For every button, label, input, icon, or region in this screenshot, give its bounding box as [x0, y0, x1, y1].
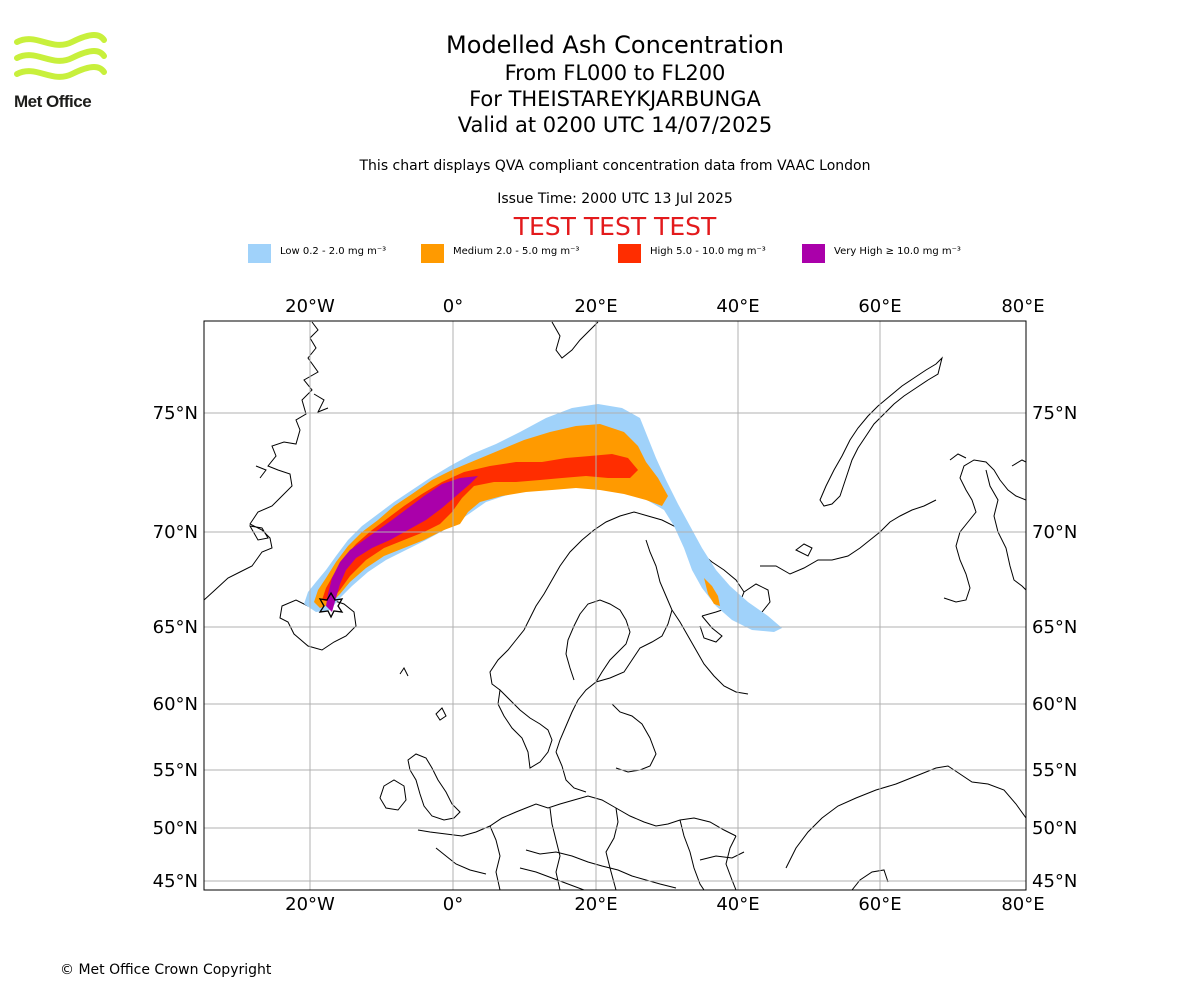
lon-label-80e-top: 80°E	[1001, 296, 1044, 317]
lon-label-60e-bottom: 60°E	[858, 894, 901, 915]
lat-label-60n-right: 60°N	[1032, 694, 1077, 715]
ash-medium-patch	[704, 578, 720, 606]
chart-title: Modelled Ash Concentration	[446, 31, 784, 59]
lat-label-50n-right: 50°N	[1032, 818, 1077, 839]
lat-label-45n-right: 45°N	[1032, 871, 1077, 892]
lat-label-65n-left: 65°N	[153, 617, 198, 638]
lat-label-55n-left: 55°N	[153, 760, 198, 781]
valid-time: Valid at 0200 UTC 14/07/2025	[457, 113, 773, 137]
lat-label-75n-left: 75°N	[153, 403, 198, 424]
lon-label-0-top: 0°	[443, 296, 463, 317]
lon-label-40e-top: 40°E	[716, 296, 759, 317]
legend-swatch-low	[248, 244, 271, 263]
lat-label-45n-left: 45°N	[153, 871, 198, 892]
legend-swatch-medium	[421, 244, 444, 263]
lat-label-70n-left: 70°N	[153, 522, 198, 543]
lat-label-65n-right: 65°N	[1032, 617, 1077, 638]
flight-level-range: From FL000 to FL200	[504, 61, 726, 85]
source-note: This chart displays QVA compliant concen…	[359, 158, 871, 174]
legend-label-medium: Medium 2.0 - 5.0 mg m⁻³	[453, 246, 580, 257]
gridlines	[204, 321, 1026, 890]
legend-label-low: Low 0.2 - 2.0 mg m⁻³	[280, 246, 387, 257]
lat-label-70n-right: 70°N	[1032, 522, 1077, 543]
lat-label-55n-right: 55°N	[1032, 760, 1077, 781]
legend-swatch-very-high	[802, 244, 825, 263]
latitude-labels-left: 75°N 70°N 65°N 60°N 55°N 50°N 45°N	[153, 403, 198, 892]
longitude-labels-bottom: 20°W 0° 20°E 40°E 60°E 80°E	[285, 894, 1044, 915]
lon-label-0-bottom: 0°	[443, 894, 463, 915]
map-frame	[203, 320, 1027, 891]
volcano-name: For THEISTAREYKJARBUNGA	[469, 87, 761, 111]
lon-label-20e-top: 20°E	[574, 296, 617, 317]
test-banner: TEST TEST TEST	[513, 212, 717, 241]
latitude-labels-right: 75°N 70°N 65°N 60°N 55°N 50°N 45°N	[1032, 403, 1077, 892]
ash-plume	[304, 404, 782, 632]
lat-label-60n-left: 60°N	[153, 694, 198, 715]
legend-label-high: High 5.0 - 10.0 mg m⁻³	[650, 246, 766, 257]
ash-very-high-area	[326, 476, 478, 612]
legend-label-very-high: Very High ≥ 10.0 mg m⁻³	[834, 246, 961, 257]
lon-label-20e-bottom: 20°E	[574, 894, 617, 915]
chart-title-block: Modelled Ash Concentration From FL000 to…	[0, 30, 1200, 138]
lon-label-60e-top: 60°E	[858, 296, 901, 317]
lon-label-80e-bottom: 80°E	[1001, 894, 1044, 915]
lat-label-75n-right: 75°N	[1032, 403, 1077, 424]
lat-label-50n-left: 50°N	[153, 818, 198, 839]
coastlines	[204, 321, 1026, 890]
logo-wordmark: Met Office	[14, 92, 92, 111]
issue-time: Issue Time: 2000 UTC 13 Jul 2025	[497, 191, 733, 207]
volcano-icon	[318, 591, 344, 619]
copyright-notice: © Met Office Crown Copyright	[60, 962, 272, 978]
lon-label-20w-top: 20°W	[285, 296, 335, 317]
lon-label-20w-bottom: 20°W	[285, 894, 335, 915]
longitude-labels-top: 20°W 0° 20°E 40°E 60°E 80°E	[285, 296, 1044, 317]
lon-label-40e-bottom: 40°E	[716, 894, 759, 915]
met-office-logo	[14, 32, 107, 80]
legend-swatch-high	[618, 244, 641, 263]
